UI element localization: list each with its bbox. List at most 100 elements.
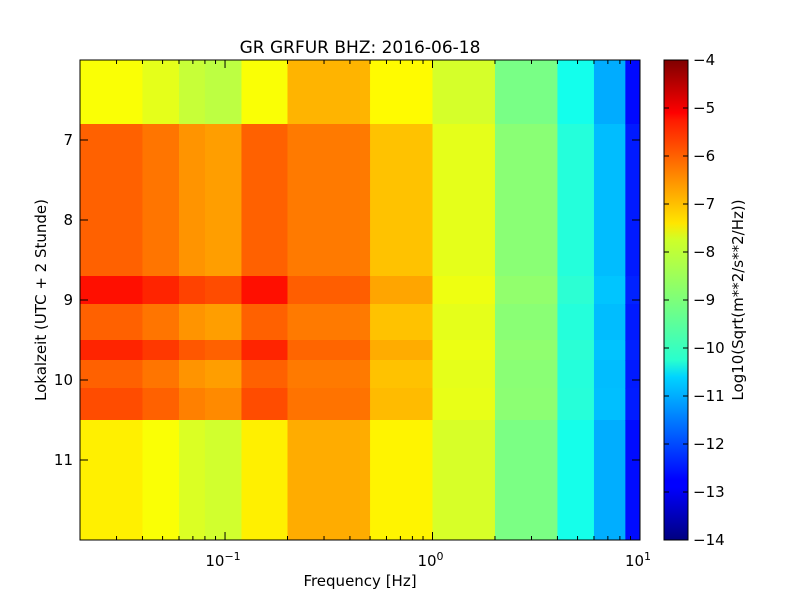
heatmap-cell [80,420,143,540]
x-axis-ticks: 10−1 100 101 [79,60,651,570]
x-axis-label: Frequency [Hz] [303,572,416,590]
heatmap-cell [179,388,206,421]
heatmap-cell [241,388,288,421]
colorbar-tick-label: −4 [693,51,715,69]
x-tick-exponent: 1 [644,550,651,563]
heatmap-cell [494,340,558,361]
chart-title: GR GRFUR BHZ: 2016-06-18 [240,38,481,58]
colorbar-label: Log10(Sqrt(m**2/s**2/Hz)) [729,199,747,400]
heatmap-cell [204,304,242,341]
heatmap-cell [287,340,371,361]
heatmap-cell [287,304,371,341]
x-tick-label: 10−1 [205,550,240,570]
heatmap-cell [80,340,143,361]
x-tick-label: 100 [417,550,443,570]
heatmap-cell [593,304,626,341]
x-tick-base: 10 [205,552,224,570]
colorbar-tick-label: −9 [693,291,715,309]
y-tick-label: 7 [63,131,73,149]
heatmap-cell [80,360,143,389]
heatmap-cell [370,360,434,389]
heatmap-cell [370,340,434,361]
heatmap-cell [80,124,143,277]
y-tick-label: 9 [63,291,73,309]
heatmap-cell [432,124,496,277]
heatmap-cell [557,360,595,389]
heatmap-cell [625,304,640,341]
heatmap-cell [142,304,180,341]
heatmap-cell [370,388,434,421]
x-tick-base: 10 [417,552,436,570]
heatmap-cell [179,276,206,305]
heatmap-cell [204,60,242,125]
colorbar-tick-label: −10 [693,339,725,357]
heatmap-cell [287,276,371,305]
heatmap-cell [179,360,206,389]
heatmap-cell [593,388,626,421]
heatmap-cells [80,60,640,540]
colorbar-tick-label: −13 [693,483,725,501]
heatmap-cell [241,304,288,341]
colorbar-tick-label: −12 [693,435,725,453]
heatmap-cell [625,276,640,305]
heatmap-cell [432,60,496,125]
heatmap-cell [204,388,242,421]
heatmap-cell [625,340,640,361]
heatmap-cell [370,60,434,125]
heatmap-cell [432,276,496,305]
heatmap-cell [142,420,180,540]
heatmap-cell [593,60,626,125]
colorbar-tick-label: −8 [693,243,715,261]
colorbar-tick-label: −6 [693,147,715,165]
heatmap-cell [494,276,558,305]
heatmap-cell [432,360,496,389]
x-tick-label: 101 [625,550,651,570]
heatmap-cell [557,340,595,361]
heatmap-cell [204,124,242,277]
heatmap-cell [287,360,371,389]
colorbar-ticks: −4 −5 −6 −7 −8 −9 −10 −11 −12 −13 −14 [664,51,725,549]
heatmap-cell [557,420,595,540]
y-tick-label: 8 [63,211,73,229]
heatmap-cell [80,60,143,125]
heatmap-cell [557,388,595,421]
heatmap-cell [179,304,206,341]
heatmap-cell [287,420,371,540]
heatmap-cell [142,276,180,305]
heatmap-cell [557,124,595,277]
heatmap-cell [241,360,288,389]
heatmap-cell [241,340,288,361]
heatmap-cell [204,276,242,305]
heatmap-cell [80,388,143,421]
colorbar-tick-label: −7 [693,195,715,213]
heatmap-cell [204,340,242,361]
heatmap-cell [204,420,242,540]
x-tick-base: 10 [625,552,644,570]
heatmap-cell [287,388,371,421]
heatmap-cell [625,388,640,421]
heatmap-cell [432,304,496,341]
heatmap-cell [370,420,434,540]
heatmap-cell [142,124,180,277]
colorbar-tick-label: −11 [693,387,725,405]
heatmap-cell [432,340,496,361]
heatmap-cell [287,124,371,277]
heatmap-cell [179,340,206,361]
heatmap-cell [494,124,558,277]
heatmap-cell [142,340,180,361]
heatmap-cell [625,360,640,389]
y-axis-ticks: 7 8 9 10 11 [54,131,640,469]
heatmap-cell [287,60,371,125]
heatmap-cell [494,360,558,389]
heatmap-cell [241,60,288,125]
colorbar-tick-label: −14 [693,531,725,549]
heatmap-cell [494,304,558,341]
heatmap-cell [557,60,595,125]
heatmap-cell [593,124,626,277]
heatmap-cell [593,340,626,361]
heatmap-cell [494,60,558,125]
heatmap-cell [241,420,288,540]
heatmap-cell [370,124,434,277]
heatmap-cell [593,420,626,540]
